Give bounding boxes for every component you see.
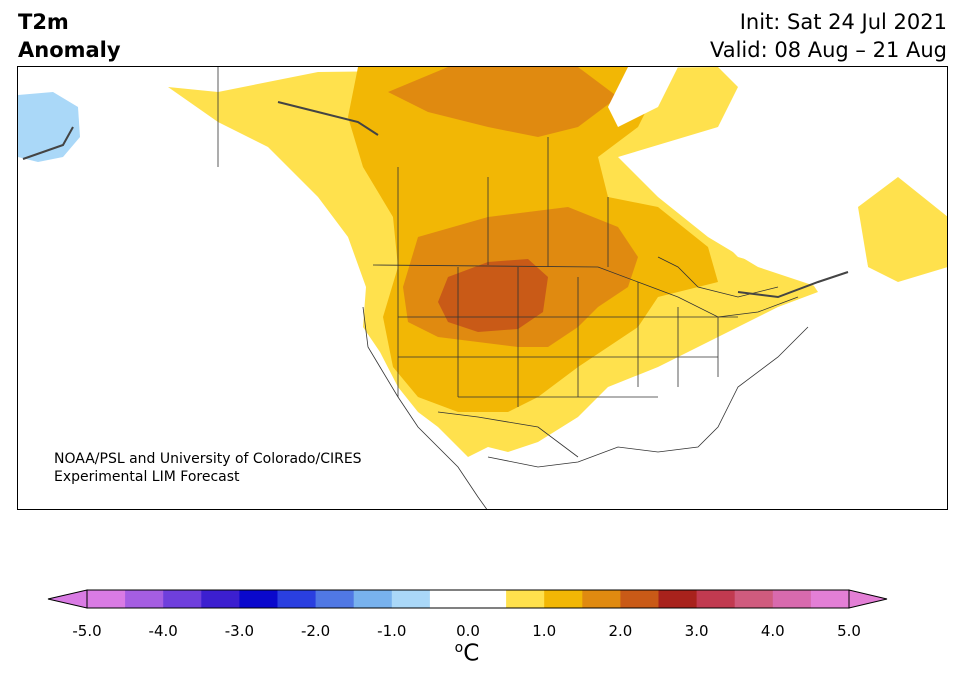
anomaly-region-dark-orange	[438, 259, 548, 332]
colorbar-cell	[315, 590, 355, 608]
colorbar-cell	[429, 590, 469, 608]
colorbar-tick-label: 5.0	[837, 622, 861, 640]
colorbar-tick-label: 3.0	[684, 622, 709, 640]
colorbar-cell	[87, 590, 126, 608]
chart-title: T2m Anomaly	[18, 8, 121, 64]
canada-provinces	[217, 67, 609, 267]
colorbar-cells	[87, 590, 850, 608]
colorbar-tick-label: 4.0	[760, 622, 785, 640]
colorbar-tick-label: -4.0	[148, 622, 178, 640]
colorbar-cell	[772, 590, 812, 608]
mackenzie-river	[277, 101, 379, 136]
colorbar-cell	[353, 590, 393, 608]
colorbar-tick-label: -5.0	[72, 622, 102, 640]
colorbar-cell	[506, 590, 545, 608]
valid-range: Valid: 08 Aug – 21 Aug	[709, 38, 947, 62]
title-line-1: T2m	[18, 10, 69, 34]
anomaly-region-orange	[388, 67, 618, 137]
mexico-border	[437, 411, 579, 458]
colorbar-unit: oC	[455, 640, 480, 667]
colorbar-cell	[810, 590, 850, 608]
colorbar-cell	[125, 590, 164, 608]
st-lawrence-river	[737, 271, 849, 299]
credit-line-1: NOAA/PSL and University of Colorado/CIRE…	[54, 451, 362, 467]
unit-degree: o	[454, 640, 464, 656]
colorbar-tick-label: 1.0	[532, 622, 557, 640]
colorbar-right-extension	[848, 589, 888, 609]
east-canada-white	[618, 127, 868, 287]
west-coast	[362, 306, 488, 509]
rivers	[22, 101, 849, 299]
title-line-2: Anomaly	[18, 38, 121, 62]
gulf-coast	[487, 326, 809, 468]
yukon-river	[22, 126, 74, 160]
colorbar-cell	[658, 590, 698, 608]
boundaries	[217, 67, 809, 509]
colorbar-cell	[696, 590, 736, 608]
credit-line-2: Experimental LIM Forecast	[54, 469, 240, 485]
credit-text: NOAA/PSL and University of Colorado/CIRE…	[54, 450, 362, 486]
colorbar-cell	[239, 590, 278, 608]
anomaly-region-maritimes	[858, 177, 947, 282]
colorbar-tick-label: 2.0	[608, 622, 633, 640]
colorbar-cell	[163, 590, 202, 608]
colorbar-border	[86, 589, 850, 609]
colorbar-tick-label: 0.0	[456, 622, 480, 640]
colorbar-tick-label: -1.0	[377, 622, 407, 640]
colorbar-cell	[734, 590, 774, 608]
anomaly-map	[17, 66, 948, 510]
colorbar-cell	[391, 590, 431, 608]
colorbar-cell	[277, 590, 317, 608]
unit-letter: C	[463, 640, 480, 667]
colorbar-cell	[468, 590, 507, 608]
init-date: Init: Sat 24 Jul 2021	[739, 10, 947, 34]
forecast-info: Init: Sat 24 Jul 2021 Valid: 08 Aug – 21…	[710, 8, 947, 64]
colorbar-cell	[582, 590, 621, 608]
colorbar	[47, 589, 888, 609]
colorbar-cell	[620, 590, 659, 608]
map-svg	[18, 67, 947, 509]
colorbar-tick-label: -2.0	[300, 622, 331, 640]
colorbar-cell	[544, 590, 583, 608]
us-states	[397, 267, 738, 407]
anomaly-region-light-blue	[18, 92, 80, 162]
colorbar-cell	[201, 590, 240, 608]
us-canada-border	[372, 264, 799, 318]
colorbar-left-extension	[47, 589, 88, 609]
hudson-bay	[608, 67, 678, 127]
colorbar-tick-label: -3.0	[224, 622, 255, 640]
